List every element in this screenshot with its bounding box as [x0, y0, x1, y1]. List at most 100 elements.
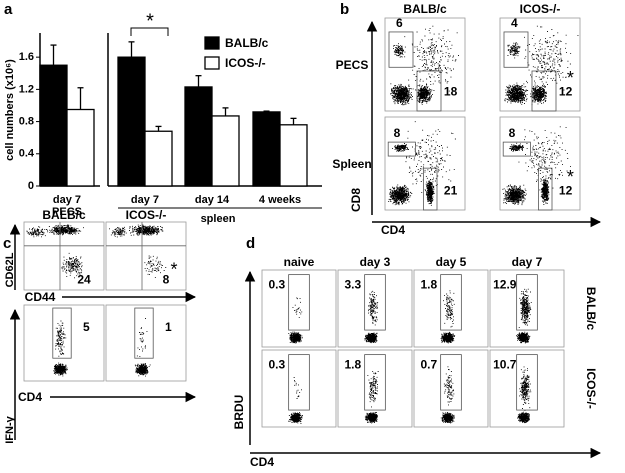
gate: [387, 141, 416, 157]
axis-label: IFN-γ: [4, 415, 16, 443]
gate-value: 8: [163, 273, 170, 287]
gate: [416, 70, 442, 112]
legend-swatch: [204, 56, 220, 70]
bar: [144, 130, 173, 187]
dots: [388, 121, 456, 206]
axis-label: CD4: [18, 390, 42, 404]
gate: [516, 274, 538, 331]
gate-value: 12.9: [493, 278, 517, 292]
axis-label: CD62L: [4, 252, 16, 287]
gate: [516, 354, 538, 411]
gate: [364, 354, 386, 411]
dots: [440, 290, 456, 344]
axis-label: CD4: [381, 223, 405, 237]
x-tick-label: 4 weeks: [259, 194, 301, 206]
gate-value: 1.8: [420, 278, 437, 292]
y-tick-label: 0: [28, 180, 34, 192]
gate-value: 21: [444, 184, 458, 198]
gate-value: 6: [396, 16, 403, 30]
gate-value: 0.7: [420, 358, 437, 372]
column-label: BALB/c: [403, 2, 447, 16]
y-tick-label: 0.4: [19, 148, 35, 160]
dots: [288, 297, 303, 344]
gate-value: 3.3: [344, 278, 361, 292]
gate: [538, 167, 553, 211]
bar: [66, 108, 95, 187]
dots: [288, 377, 303, 425]
panel-letter: d: [246, 235, 255, 252]
gate-value: 0.3: [268, 278, 285, 292]
panel-letter: c: [3, 235, 11, 252]
annotation: *: [146, 10, 154, 32]
y-axis-label: cell numbers (x10⁶): [4, 59, 16, 161]
gate-value: 1: [165, 320, 172, 334]
gate-value: 4: [511, 16, 518, 30]
y-tick-label: 1.6: [19, 51, 34, 63]
bar: [279, 124, 308, 187]
column-label: BALB/c: [42, 208, 86, 222]
gate-value: 5: [83, 320, 90, 334]
legend-swatch: [204, 36, 220, 50]
bar: [211, 115, 240, 187]
gate-value: 8: [509, 126, 516, 140]
panel-letter: b: [340, 1, 349, 18]
gate: [440, 354, 462, 411]
dots: [109, 224, 167, 278]
gate: [440, 274, 462, 331]
gate: [388, 31, 414, 68]
axis-label: CD8: [349, 188, 363, 212]
group-label: PECS: [52, 206, 82, 218]
gate: [364, 274, 386, 331]
row-label: BALB/c: [584, 287, 598, 331]
annotation: *: [567, 68, 574, 88]
gate-value: 10.7: [493, 358, 517, 372]
y-tick-label: 0.8: [19, 115, 34, 127]
axis-label: BRDU: [232, 395, 246, 430]
dots: [502, 126, 571, 206]
gate: [531, 70, 557, 112]
gate: [502, 141, 531, 157]
x-tick-label: day 7: [131, 194, 159, 206]
axis-label: CD4: [250, 455, 274, 469]
x-tick-label: day 7: [53, 194, 81, 206]
column-label: day 3: [360, 255, 391, 269]
x-tick-label: day 14: [195, 194, 230, 206]
gate: [422, 167, 438, 211]
dots: [53, 320, 68, 377]
row-label: ICOS-/-: [584, 368, 598, 409]
dots: [364, 290, 379, 344]
column-label: day 7: [512, 255, 543, 269]
dots: [364, 371, 379, 424]
dots: [440, 366, 455, 424]
gate-value: 24: [77, 273, 91, 287]
gate-value: 0.3: [268, 358, 285, 372]
gate-value: 12: [559, 184, 573, 198]
axis-label: CD44: [25, 290, 56, 304]
dots: [516, 288, 532, 344]
column-label: day 5: [436, 255, 467, 269]
panel-letter: a: [4, 1, 13, 18]
bar: [252, 111, 281, 187]
column-label: ICOS-/-: [126, 208, 167, 222]
y-tick-label: 1.2: [19, 83, 34, 95]
dots: [134, 318, 151, 377]
plot-frame: [261, 269, 337, 348]
legend-label: BALB/c: [225, 36, 269, 50]
gate: [503, 31, 529, 68]
group-label: spleen: [201, 213, 236, 225]
gate: [288, 274, 310, 331]
annotation: *: [567, 167, 574, 187]
dots: [504, 25, 579, 106]
gate-value: 8: [394, 126, 401, 140]
dots: [517, 366, 532, 424]
bar: [117, 56, 146, 187]
gate: [134, 307, 154, 359]
column-label: ICOS-/-: [520, 2, 561, 16]
gate: [52, 307, 72, 359]
row-label: Spleen: [332, 157, 371, 171]
gate: [288, 354, 310, 411]
row-label: PECS: [336, 58, 369, 72]
bar: [184, 86, 213, 187]
gate-value: 18: [444, 85, 458, 99]
